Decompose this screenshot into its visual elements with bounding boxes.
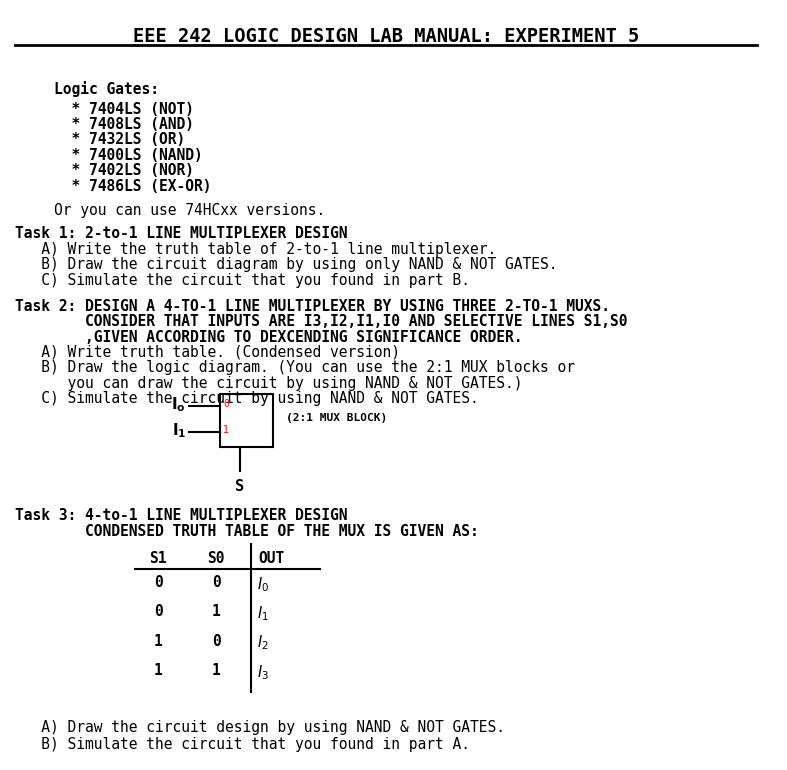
Text: 0: 0	[154, 575, 163, 590]
Text: 0: 0	[212, 575, 220, 590]
Text: Logic Gates:: Logic Gates:	[54, 81, 159, 97]
Text: 1: 1	[154, 663, 163, 678]
Text: 0: 0	[154, 604, 163, 619]
Text: Task 2: DESIGN A 4-TO-1 LINE MULTIPLEXER BY USING THREE 2-TO-1 MUXS.: Task 2: DESIGN A 4-TO-1 LINE MULTIPLEXER…	[16, 299, 611, 313]
Text: S1: S1	[150, 551, 167, 565]
Text: A) Write the truth table of 2-to-1 line multiplexer.: A) Write the truth table of 2-to-1 line …	[16, 242, 497, 256]
Bar	[220, 394, 272, 447]
Text: * 7402LS (NOR): * 7402LS (NOR)	[54, 163, 194, 178]
Text: B) Simulate the circuit that you found in part A.: B) Simulate the circuit that you found i…	[16, 737, 471, 752]
Text: $I_3$: $I_3$	[257, 663, 269, 681]
Text: C) Simulate the circuit that you found in part B.: C) Simulate the circuit that you found i…	[16, 273, 471, 287]
Text: EEE 242 LOGIC DESIGN LAB MANUAL: EXPERIMENT 5: EEE 242 LOGIC DESIGN LAB MANUAL: EXPERIM…	[133, 27, 639, 46]
Text: * 7432LS (OR): * 7432LS (OR)	[54, 132, 185, 147]
Text: A) Write truth table. (Condensed version): A) Write truth table. (Condensed version…	[16, 345, 401, 360]
Text: CONDENSED TRUTH TABLE OF THE MUX IS GIVEN AS:: CONDENSED TRUTH TABLE OF THE MUX IS GIVE…	[16, 524, 479, 538]
Text: (2:1 MUX BLOCK): (2:1 MUX BLOCK)	[286, 413, 388, 423]
Text: $I_0$: $I_0$	[257, 575, 269, 594]
Text: OUT: OUT	[259, 551, 285, 565]
Text: S: S	[235, 479, 245, 494]
Text: 1: 1	[212, 663, 220, 678]
Text: $I_1$: $I_1$	[257, 604, 269, 623]
Text: 0: 0	[224, 399, 229, 409]
Text: Task 1: 2-to-1 LINE MULTIPLEXER DESIGN: Task 1: 2-to-1 LINE MULTIPLEXER DESIGN	[16, 226, 348, 241]
Text: you can draw the circuit by using NAND & NOT GATES.): you can draw the circuit by using NAND &…	[16, 376, 523, 390]
Text: 0: 0	[212, 634, 220, 648]
Text: $I_2$: $I_2$	[257, 634, 269, 652]
Text: Or you can use 74HCxx versions.: Or you can use 74HCxx versions.	[54, 203, 325, 217]
Text: * 7408LS (AND): * 7408LS (AND)	[54, 117, 194, 132]
Text: S0: S0	[208, 551, 225, 565]
Text: 1: 1	[212, 604, 220, 619]
Text: 1: 1	[154, 634, 163, 648]
Text: ,GIVEN ACCORDING TO DEXCENDING SIGNIFICANCE ORDER.: ,GIVEN ACCORDING TO DEXCENDING SIGNIFICA…	[16, 330, 523, 344]
Text: * 7400LS (NAND): * 7400LS (NAND)	[54, 148, 203, 162]
Text: * 7404LS (NOT): * 7404LS (NOT)	[54, 102, 194, 116]
Text: B) Draw the circuit diagram by using only NAND & NOT GATES.: B) Draw the circuit diagram by using onl…	[16, 257, 558, 272]
Text: CONSIDER THAT INPUTS ARE I3,I2,I1,I0 AND SELECTIVE LINES S1,S0: CONSIDER THAT INPUTS ARE I3,I2,I1,I0 AND…	[16, 314, 628, 329]
Text: $\mathbf{I_o}$: $\mathbf{I_o}$	[172, 395, 186, 413]
Text: A) Draw the circuit design by using NAND & NOT GATES.: A) Draw the circuit design by using NAND…	[16, 720, 505, 735]
Text: Task 3: 4-to-1 LINE MULTIPLEXER DESIGN: Task 3: 4-to-1 LINE MULTIPLEXER DESIGN	[16, 508, 348, 523]
Text: C) Simulate the circuit by using NAND & NOT GATES.: C) Simulate the circuit by using NAND & …	[16, 391, 479, 406]
Text: B) Draw the logic diagram. (You can use the 2:1 MUX blocks or: B) Draw the logic diagram. (You can use …	[16, 360, 575, 375]
Text: $\mathbf{I_1}$: $\mathbf{I_1}$	[172, 421, 186, 440]
Text: 1: 1	[224, 424, 229, 434]
Text: * 7486LS (EX-OR): * 7486LS (EX-OR)	[54, 179, 212, 193]
